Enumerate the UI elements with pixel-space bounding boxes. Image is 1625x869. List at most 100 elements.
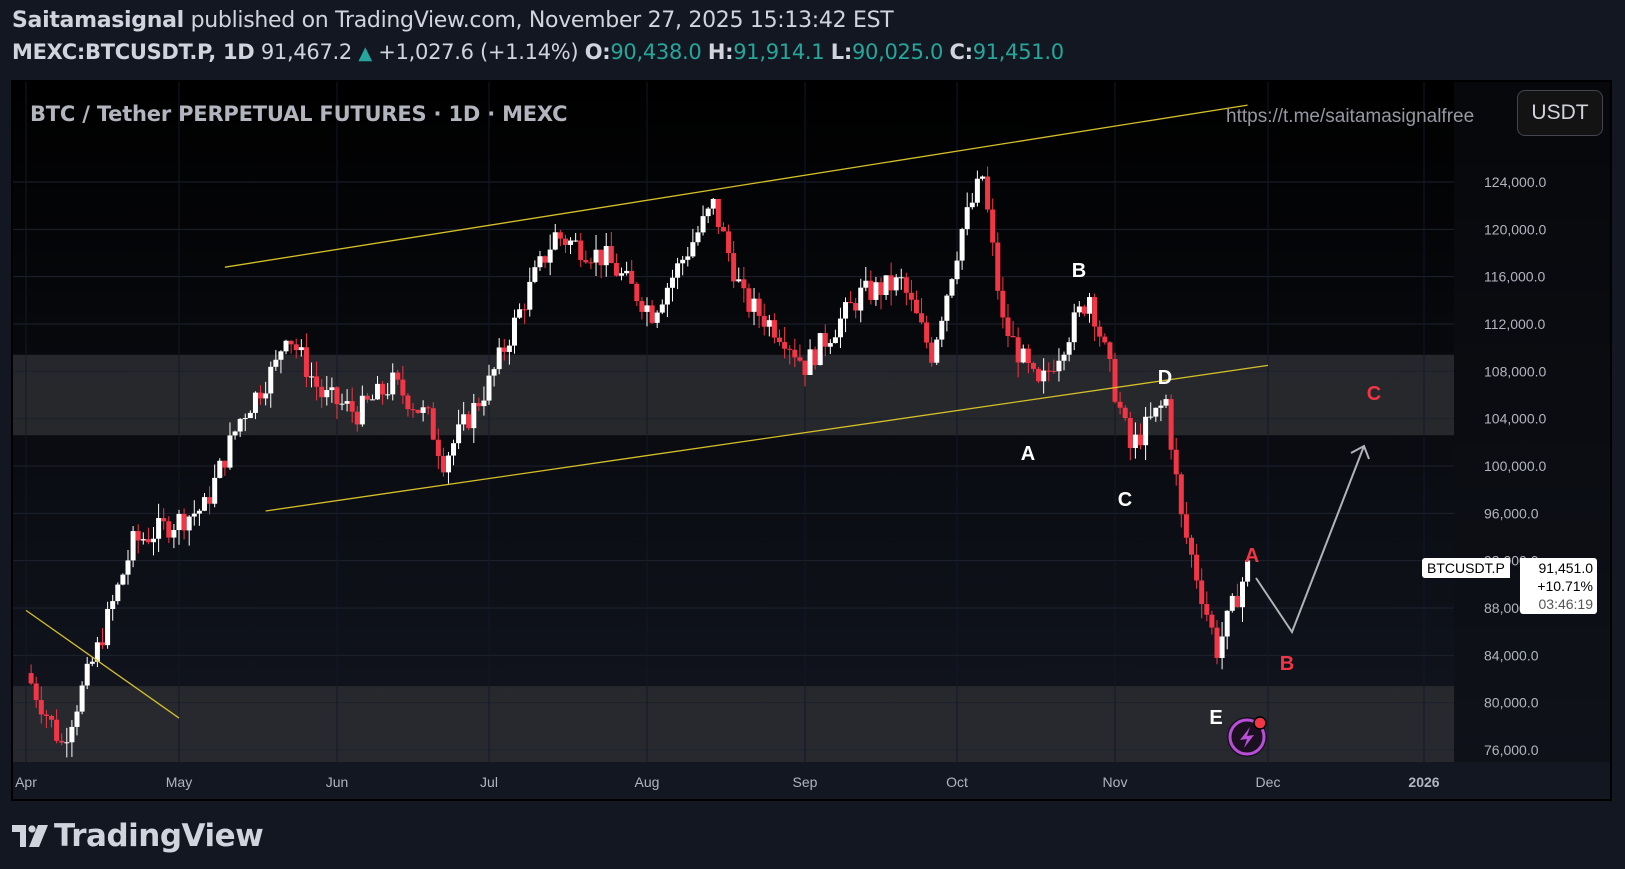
candle-body — [38, 700, 44, 715]
price-axis-label: 100,000.0 — [1484, 458, 1546, 474]
candle-body — [506, 345, 512, 352]
wave-label: A — [1021, 443, 1035, 465]
candle-body — [1189, 537, 1194, 555]
candle-body — [1010, 335, 1016, 338]
chart-frame[interactable]: 124,000.0 120,000.0 116,000.0 112,000.0 108,… — [11, 80, 1612, 801]
candle-body — [28, 673, 34, 684]
symbol-header: MEXC:BTCUSDT.P, 1D 91,467.2 ▲ +1,027.6 (… — [12, 40, 1064, 64]
candle-body — [405, 395, 411, 410]
candle-body — [176, 513, 182, 531]
published-text: published on TradingView.com, November 2… — [190, 8, 894, 33]
tradingview-brand: TradingView — [54, 818, 264, 854]
candle-body — [232, 431, 238, 436]
author-name[interactable]: Saitamasignal — [12, 8, 184, 33]
time-axis-label: Oct — [946, 774, 968, 790]
candle-body — [278, 351, 284, 360]
price-axis-background — [1454, 82, 1610, 799]
candle-body — [837, 318, 843, 338]
candle-body — [934, 339, 940, 363]
candle-body — [191, 513, 197, 517]
candle-body — [151, 538, 156, 543]
candle-body — [812, 349, 818, 366]
candle-body — [731, 253, 737, 282]
candle-body — [207, 497, 213, 504]
trendline-descending[interactable] — [25, 609, 180, 719]
candle-body — [451, 443, 457, 456]
candle-body — [685, 256, 691, 260]
support-resistance-zone — [13, 686, 1454, 762]
time-axis-label: Dec — [1256, 774, 1281, 790]
price-chart-canvas[interactable]: 124,000.0 120,000.0 116,000.0 112,000.0 108,… — [13, 82, 1612, 801]
candle-body — [1219, 636, 1225, 658]
candle-body — [59, 740, 65, 743]
candle-body — [1209, 614, 1215, 628]
candle-body — [283, 340, 289, 352]
tag-countdown: 03:46:19 — [1538, 596, 1594, 612]
candle-body — [186, 516, 192, 531]
trendline-channel-lower[interactable] — [265, 364, 1269, 512]
candle-body — [334, 387, 340, 405]
candle-body — [954, 260, 960, 280]
candle-body — [1030, 363, 1036, 369]
trendline-channel-upper[interactable] — [224, 104, 1248, 268]
candle-body — [461, 414, 467, 425]
candle-body — [511, 317, 517, 346]
candle-body — [252, 392, 258, 413]
candle-body — [573, 240, 579, 242]
candle-body — [1199, 580, 1205, 605]
candle-body — [843, 302, 849, 319]
candle-body — [603, 246, 609, 266]
candle-body — [664, 287, 670, 305]
candle-body — [288, 340, 294, 345]
projection-arrow[interactable] — [1255, 445, 1365, 635]
candle-body — [807, 349, 813, 375]
candle-body — [395, 372, 401, 380]
candle-body — [848, 302, 854, 304]
candle-body — [1005, 317, 1011, 336]
candle-body — [903, 277, 909, 293]
time-axis-label: Aug — [635, 774, 660, 790]
candle-body — [924, 322, 930, 343]
candle-body — [314, 376, 320, 387]
candle-body — [822, 333, 828, 347]
candle-body — [1071, 312, 1077, 343]
candle-body — [913, 299, 919, 314]
lightning-alert-icon[interactable] — [1227, 716, 1267, 757]
tradingview-logo[interactable]: TradingView — [12, 818, 264, 854]
candle-body — [777, 337, 783, 343]
candle-body — [100, 642, 105, 646]
currency-button[interactable]: USDT — [1517, 90, 1603, 136]
candle-body — [1127, 418, 1133, 448]
candle-body — [156, 518, 162, 539]
candle-body — [349, 401, 355, 412]
candle-body — [84, 663, 90, 686]
candle-body — [496, 347, 502, 370]
candle-body — [659, 304, 665, 313]
candle-body — [217, 460, 223, 478]
candle-body — [705, 208, 711, 217]
candle-body — [242, 418, 248, 420]
candle-body — [471, 402, 477, 429]
candle-body — [1066, 342, 1072, 355]
candle-body — [1081, 306, 1087, 314]
candle-body — [893, 277, 899, 291]
wave-label: A — [1245, 545, 1259, 567]
time-axis-label: May — [166, 774, 192, 790]
telegram-link[interactable]: https://t.me/saitamasignalfree — [1226, 106, 1475, 127]
wave-label: B — [1280, 653, 1294, 675]
chart-title: BTC / Tether PERPETUAL FUTURES · 1D · ME… — [30, 102, 568, 126]
candle-body — [680, 259, 686, 264]
time-axis-label: Jun — [326, 774, 349, 790]
candle-body — [827, 343, 833, 347]
candle-body — [695, 232, 701, 243]
symbol-price-tag: BTCUSDT.P — [1422, 558, 1510, 578]
candle-body — [756, 298, 762, 316]
candle-body — [883, 275, 889, 296]
candle-body — [115, 584, 121, 602]
candle-body — [74, 711, 80, 727]
candle-body — [853, 303, 859, 311]
candle-body — [1061, 354, 1067, 361]
candle-body — [247, 412, 253, 419]
tag-price: 91,451.0 — [1538, 560, 1594, 576]
candle-body — [949, 279, 955, 296]
